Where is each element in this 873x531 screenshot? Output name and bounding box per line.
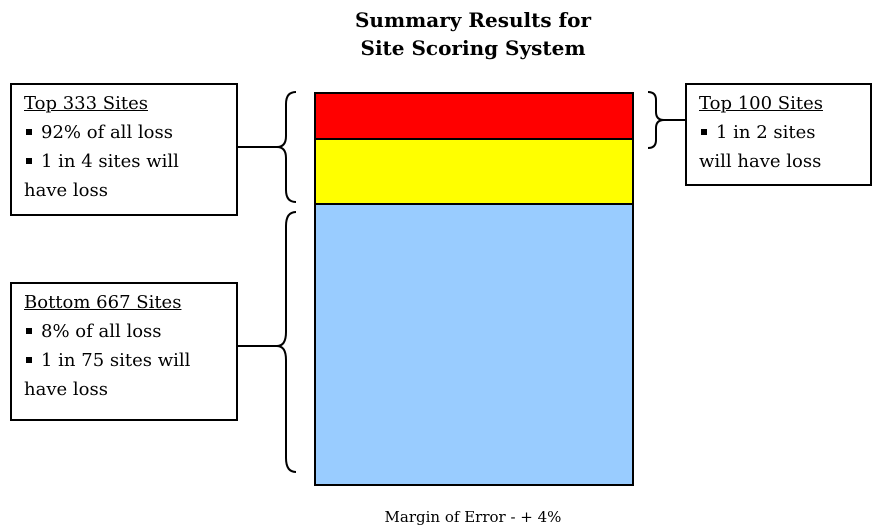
top-333-heading: Top 333 Sites	[24, 93, 148, 114]
bullet-square-icon	[26, 327, 32, 334]
title-line-1: Summary Results for	[354, 8, 592, 32]
top-100-sites-box: Top 100 Sites 1 in 2 sites will have los…	[685, 83, 872, 186]
bottom-667-sites-box: Bottom 667 Sites 8% of all loss 1 in 75 …	[10, 282, 238, 421]
top-100-bullet-1-cont: will have loss	[699, 151, 822, 172]
brace-bottom-667	[276, 211, 297, 473]
bullet-square-icon	[26, 128, 32, 135]
title-line-2: Site Scoring System	[360, 36, 586, 60]
top-333-sites-box: Top 333 Sites 92% of all loss 1 in 4 sit…	[10, 83, 238, 216]
bottom-667-bullet-2: 1 in 75 sites will	[24, 346, 230, 375]
margin-of-error-note: Margin of Error - + 4%	[384, 508, 562, 526]
bottom-667-bullet-1: 8% of all loss	[24, 317, 230, 346]
top-100-bullet-1-text: 1 in 2 sites	[716, 122, 816, 143]
top-333-bullet-2-text: 1 in 4 sites will	[41, 151, 179, 172]
top-100-bullet-1: 1 in 2 sites	[699, 118, 864, 147]
top-333-bullet-1-text: 92% of all loss	[41, 122, 173, 143]
brace-top-333	[276, 91, 297, 203]
top-333-bullet-1: 92% of all loss	[24, 118, 230, 147]
diagram-title: Summary Results for Site Scoring System	[300, 6, 646, 62]
bar-segment-sites-101-333	[314, 138, 634, 205]
bottom-667-bullet-2-cont: have loss	[24, 379, 108, 400]
bottom-667-bullet-1-text: 8% of all loss	[41, 321, 162, 342]
brace-top-100	[647, 91, 665, 149]
bullet-square-icon	[701, 128, 707, 135]
top-100-heading: Top 100 Sites	[699, 93, 823, 114]
bullet-square-icon	[26, 157, 32, 164]
bottom-667-heading: Bottom 667 Sites	[24, 292, 182, 313]
top-333-bullet-2: 1 in 4 sites will	[24, 147, 230, 176]
bottom-667-bullet-2-text: 1 in 75 sites will	[41, 350, 191, 371]
bullet-square-icon	[26, 356, 32, 363]
bar-segment-bottom-667	[314, 203, 634, 486]
top-333-bullet-2-cont: have loss	[24, 180, 108, 201]
